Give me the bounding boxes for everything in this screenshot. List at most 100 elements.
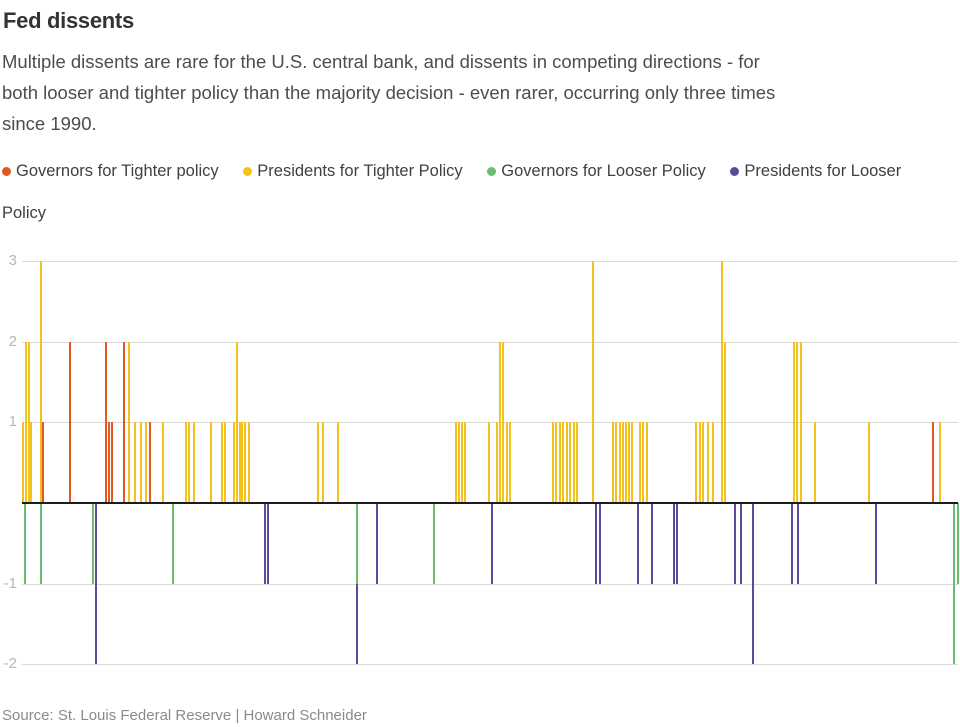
subtitle-line: both looser and tighter policy than the … <box>2 82 776 103</box>
dissent-bar <box>572 422 576 503</box>
chart-title: Fed dissents <box>3 8 134 33</box>
dissent-bar <box>21 422 25 503</box>
legend-item-governors-looser: Governors for Looser Policy <box>487 162 706 180</box>
dissent-bar <box>223 422 227 503</box>
dissent-bar <box>638 422 642 503</box>
subtitle-line: since 1990. <box>2 113 97 134</box>
legend-item-governors-tighter: Governors for Tighter policy <box>2 162 219 180</box>
dissent-bar <box>618 422 622 503</box>
dissent-bar <box>551 422 555 503</box>
dissent-bar <box>321 422 325 503</box>
legend-dot-icon <box>487 167 497 176</box>
dissent-bar <box>694 422 698 503</box>
chart-legend: Governors for Tighter policy Presidents … <box>2 150 960 234</box>
dissent-bar <box>558 422 562 503</box>
dissent-bar <box>110 422 114 503</box>
dissent-bar <box>561 422 565 503</box>
dissent-bar <box>220 422 224 503</box>
gridline <box>22 260 958 262</box>
dissent-bar <box>122 341 126 503</box>
dissent-bar <box>598 503 602 584</box>
dissent-bar <box>621 422 625 503</box>
dissent-bar <box>490 503 494 584</box>
dissent-bar <box>316 422 320 503</box>
dissent-bar <box>711 422 715 503</box>
dissent-bar <box>575 422 579 503</box>
dissent-bar <box>720 260 724 503</box>
dissent-bar <box>263 503 267 584</box>
dissent-bar <box>675 503 679 584</box>
dissent-bar <box>460 422 464 503</box>
dissent-bar <box>706 422 710 503</box>
dissent-bar <box>232 422 236 503</box>
dissent-bar <box>355 503 359 584</box>
dissent-bar <box>495 422 499 503</box>
dissents-bar-chart: 3 2 1 -1 -2 <box>0 250 960 690</box>
dissent-bar <box>594 503 598 584</box>
dissent-bar <box>243 422 247 503</box>
dissent-bar <box>355 583 359 665</box>
gridline <box>22 341 958 343</box>
dissent-bar <box>487 422 491 503</box>
dissent-bar <box>187 422 191 503</box>
dissent-bar <box>171 503 175 584</box>
dissent-bar <box>235 341 239 503</box>
dissent-bar <box>733 503 737 584</box>
dissent-bar <box>161 422 165 503</box>
dissent-bar <box>790 503 794 584</box>
dissent-bar <box>723 341 727 503</box>
dissent-bar <box>636 503 640 584</box>
y-axis-label: -1 <box>3 574 17 592</box>
zero-baseline <box>22 502 958 504</box>
dissent-bar <box>498 341 502 503</box>
dissent-bar <box>650 503 654 584</box>
legend-dot-icon <box>2 167 11 176</box>
dissent-bar <box>247 422 251 503</box>
dissent-bar <box>938 422 942 503</box>
gridline <box>22 583 958 585</box>
dissent-bar <box>144 422 148 503</box>
source-note: Source: St. Louis Federal Reserve | Howa… <box>2 707 367 724</box>
dissent-bar <box>457 422 461 503</box>
dissent-bar <box>795 341 799 503</box>
dissent-bar <box>931 422 935 503</box>
dissent-bar <box>867 422 871 503</box>
dissent-bar <box>672 503 676 584</box>
dissent-bar <box>209 422 213 503</box>
dissent-bar <box>41 422 45 503</box>
dissent-bar <box>133 422 137 503</box>
dissent-bar <box>240 422 244 503</box>
dissent-bar <box>614 422 618 503</box>
dissent-bar <box>29 422 33 503</box>
dissent-bar <box>139 422 143 503</box>
dissent-bar <box>501 341 505 503</box>
dissent-bar <box>956 503 960 584</box>
legend-item-presidents-looser: Presidents for Looser Policy <box>2 162 901 222</box>
gridline <box>22 664 958 666</box>
y-axis-label: -2 <box>3 655 17 673</box>
legend-item-presidents-tighter: Presidents for Tighter Policy <box>243 162 463 180</box>
dissent-bar <box>91 503 95 584</box>
dissent-bar <box>698 422 702 503</box>
dissent-bar <box>104 341 108 503</box>
dissent-bar <box>874 503 878 584</box>
dissent-bar <box>454 422 458 503</box>
dissent-bar <box>432 503 436 584</box>
dissent-bar <box>27 341 31 503</box>
dissent-bar <box>68 341 72 503</box>
y-axis-label: 1 <box>8 413 17 431</box>
legend-label: Presidents for Looser Policy <box>2 162 902 222</box>
dissent-bar <box>591 260 595 503</box>
dissent-bar <box>266 503 270 584</box>
dissent-bar <box>94 503 98 665</box>
dissent-bar <box>375 503 379 584</box>
dissent-bar <box>24 341 28 503</box>
legend-label: Governors for Looser Policy <box>501 162 706 180</box>
chart-subtitle: Multiple dissents are rare for the U.S. … <box>2 46 952 139</box>
legend-dot-icon <box>243 167 253 176</box>
dissent-bar <box>611 422 615 503</box>
dissent-bar <box>952 503 956 665</box>
legend-dot-icon <box>730 167 740 176</box>
dissent-bar <box>796 503 800 584</box>
